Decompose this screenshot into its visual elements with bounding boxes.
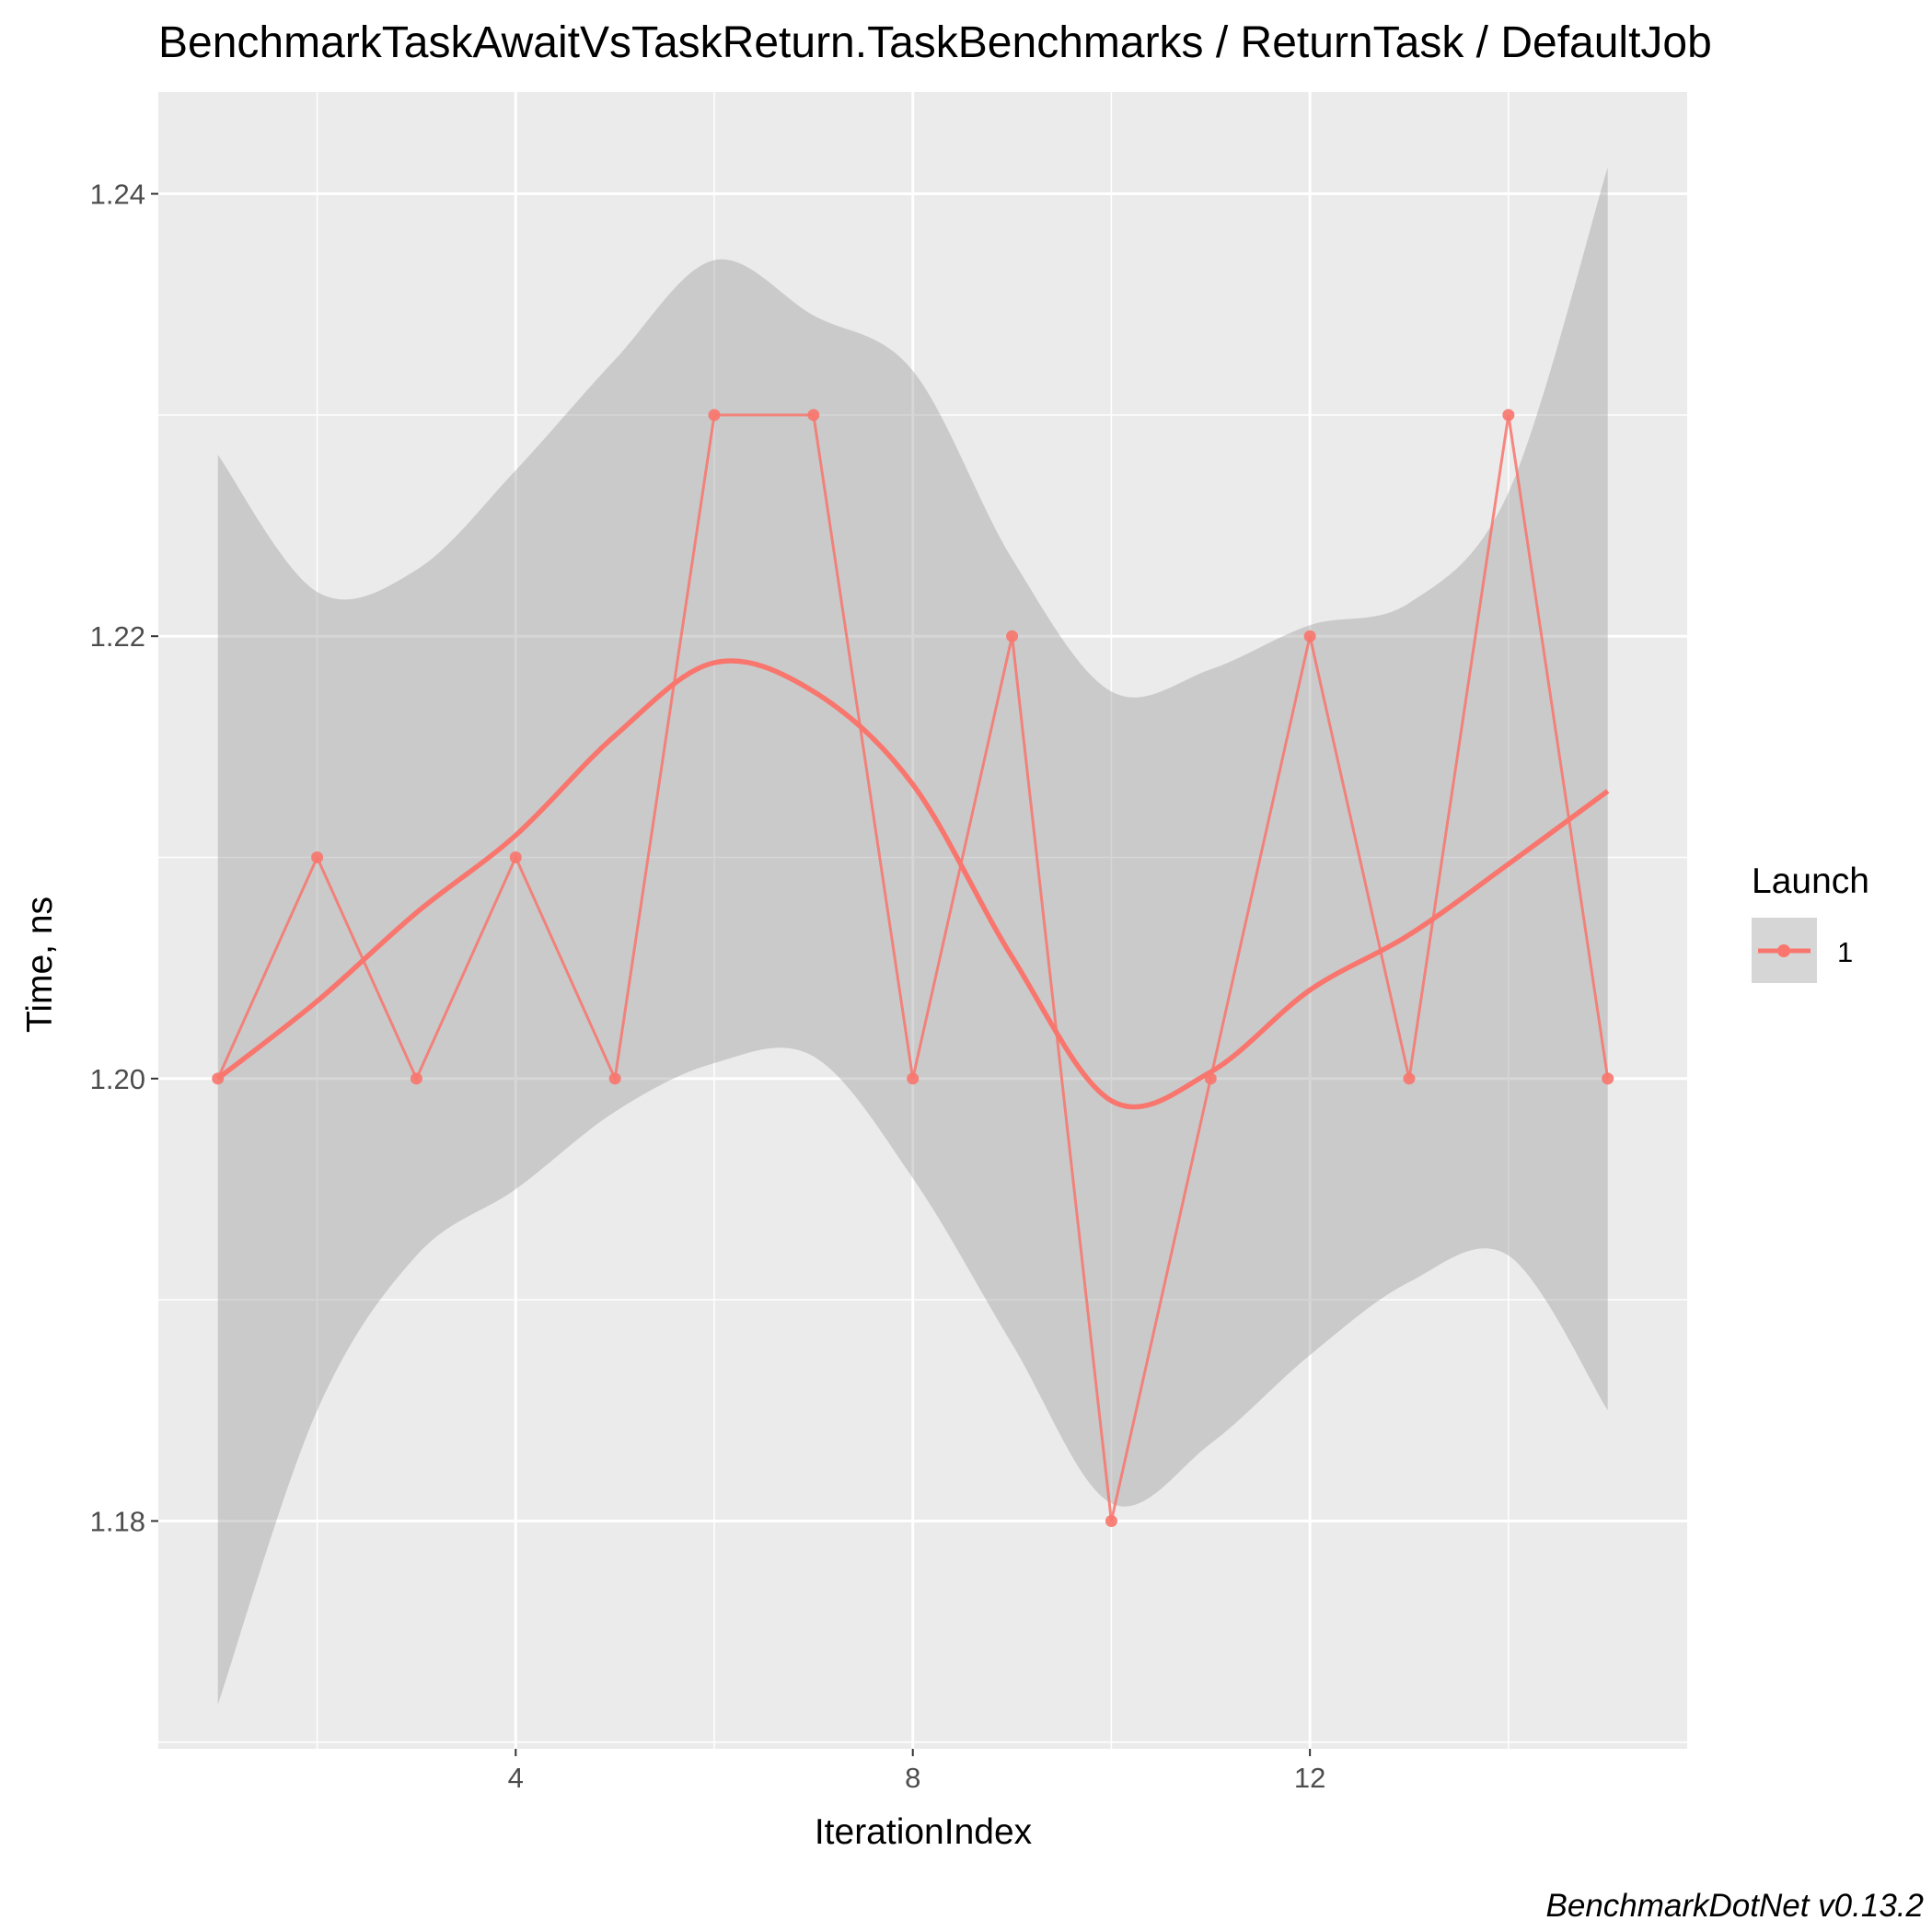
data-point xyxy=(1602,1072,1614,1085)
smooth-line xyxy=(216,658,1610,1110)
legend-entry-label: 1 xyxy=(1837,936,1853,968)
data-point xyxy=(410,1072,422,1085)
x-axis: 4 8 12 xyxy=(508,1749,1325,1794)
y-tick-label: 1.20 xyxy=(90,1063,145,1095)
data-point xyxy=(509,851,522,864)
data-point xyxy=(807,409,820,422)
legend-key-point xyxy=(1777,944,1790,957)
chart-title: BenchmarkTaskAwaitVsTaskReturn.TaskBench… xyxy=(158,18,1712,67)
data-point xyxy=(1303,630,1316,642)
x-tick-label: 8 xyxy=(905,1762,920,1794)
confidence-band xyxy=(217,167,1608,1705)
caption: BenchmarkDotNet v0.13.2 xyxy=(1546,1888,1924,1924)
legend-title: Launch xyxy=(1752,862,1869,901)
data-point xyxy=(608,1072,621,1085)
data-points xyxy=(212,409,1614,1527)
y-tick-label: 1.22 xyxy=(90,620,145,653)
minor-gridlines xyxy=(158,92,1687,1749)
data-point xyxy=(1403,1072,1416,1085)
data-point xyxy=(1006,630,1019,642)
x-axis-title: IterationIndex xyxy=(815,1812,1033,1852)
legend: Launch 1 xyxy=(1752,862,1869,983)
data-point xyxy=(1105,1514,1117,1527)
y-tick-label: 1.24 xyxy=(90,179,145,211)
y-axis-title: Time, ns xyxy=(20,897,60,1033)
y-axis: 1.18 1.20 1.22 1.24 xyxy=(90,179,158,1537)
data-point xyxy=(1502,409,1515,422)
x-tick-label: 12 xyxy=(1294,1762,1325,1794)
y-tick-label: 1.18 xyxy=(90,1505,145,1537)
data-point xyxy=(708,409,721,422)
data-point xyxy=(907,1072,920,1085)
x-tick-label: 4 xyxy=(508,1762,524,1794)
data-point xyxy=(311,851,324,864)
